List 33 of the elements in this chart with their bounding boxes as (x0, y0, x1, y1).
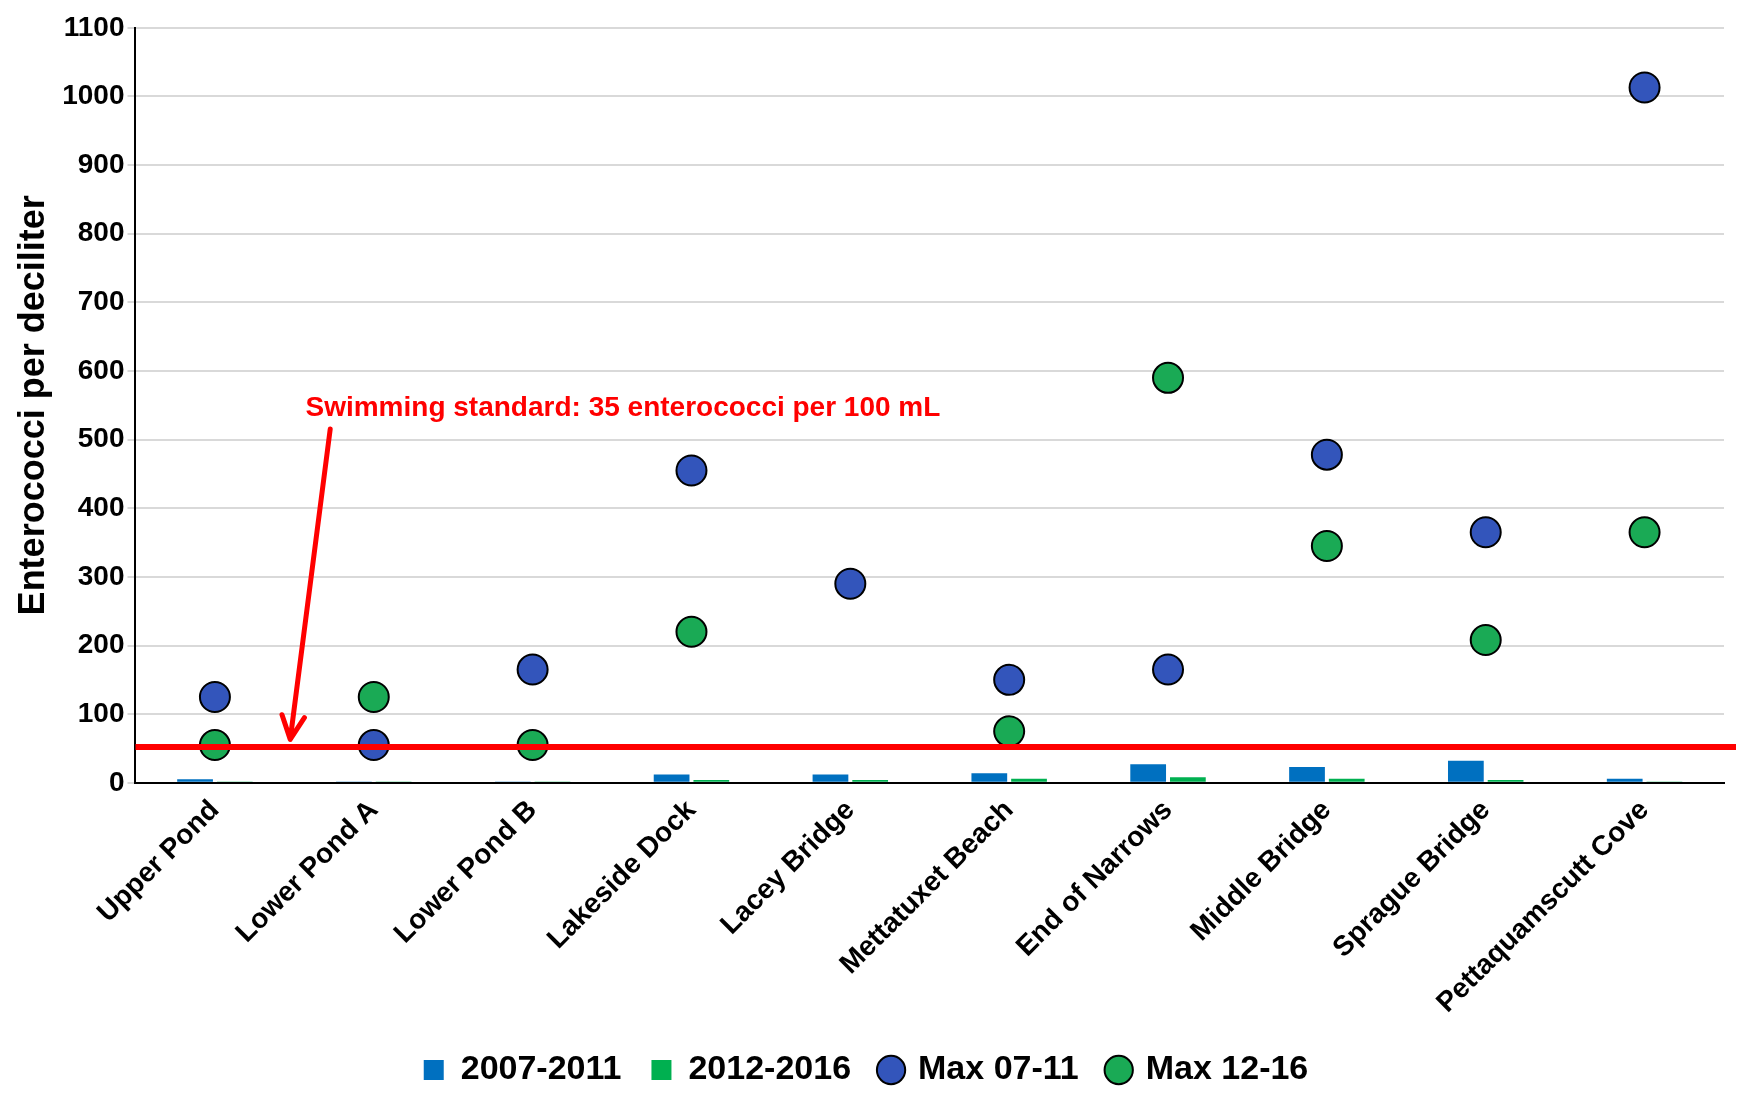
point (1152, 361, 1185, 394)
point (1152, 653, 1185, 686)
legend-label: Max 07-11 (918, 1048, 1079, 1087)
legend-label: 2012-2016 (688, 1048, 852, 1087)
y-tick-label: 1000 (62, 79, 125, 111)
point (675, 454, 708, 487)
y-tick-label: 1100 (63, 10, 125, 42)
point (1469, 516, 1502, 549)
y-tick-label: 400 (77, 490, 125, 522)
point (1469, 624, 1502, 657)
y-tick-label: 500 (77, 422, 125, 454)
point (1310, 530, 1343, 563)
y-tick-label: 300 (77, 559, 125, 591)
point (1628, 516, 1661, 549)
point (675, 615, 708, 648)
point (1628, 71, 1661, 104)
y-tick-label: 800 (77, 216, 125, 248)
point (198, 681, 231, 714)
point (357, 681, 390, 714)
legend-label: Max 12-16 (1145, 1048, 1309, 1087)
y-tick-label: 600 (77, 353, 125, 385)
point (834, 567, 867, 600)
y-tick-label: 900 (77, 147, 125, 179)
annotation: Swimming standard: 35 enterococci per 100 mL (305, 391, 941, 423)
point (1310, 438, 1343, 471)
y-tick-label: 700 (77, 285, 125, 317)
legend-label: 2007-2011 (460, 1048, 622, 1087)
point (993, 663, 1026, 696)
y-axis-title: Enterococci per deciliter (10, 195, 52, 616)
point (516, 653, 549, 686)
y-tick-label: 0 (108, 765, 125, 797)
y-tick-label: 200 (77, 628, 125, 660)
y-tick-label: 100 (77, 696, 125, 728)
